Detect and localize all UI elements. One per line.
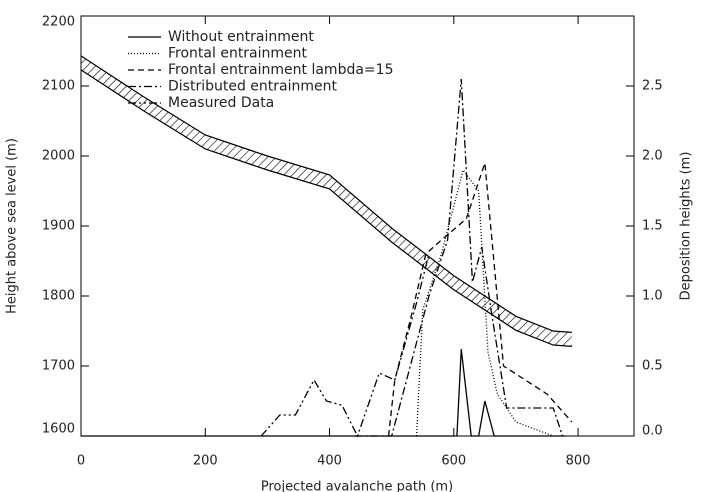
series-line xyxy=(81,349,566,437)
x-tick-label: 0 xyxy=(77,454,85,469)
y-tick-label: 1600 xyxy=(42,422,75,437)
y-tick-label: 2000 xyxy=(42,149,75,164)
y2-tick-label: 2.0 xyxy=(642,149,663,164)
y2-tick-label: 1.0 xyxy=(642,289,663,304)
y-tick-label: 1800 xyxy=(42,289,75,304)
terrain-band xyxy=(81,55,572,347)
x-tick-label: 400 xyxy=(317,454,342,469)
y-tick-label: 2200 xyxy=(42,15,75,30)
y2-tick-label: 0.0 xyxy=(642,424,663,439)
y-tick-label: 1700 xyxy=(42,359,75,374)
legend-label: Without entrainment xyxy=(168,29,314,45)
legend-label: Measured Data xyxy=(168,95,274,111)
y2-tick-label: 0.5 xyxy=(642,359,663,374)
legend-label: Frontal entrainment lambda=15 xyxy=(168,62,393,78)
plot-frame xyxy=(80,15,635,437)
x-tick-label: 200 xyxy=(193,454,218,469)
x-axis-label: Projected avalanche path (m) xyxy=(261,480,453,492)
legend-label: Distributed entrainment xyxy=(168,79,337,95)
legend-label: Frontal entrainment xyxy=(168,46,308,62)
x-tick-label: 600 xyxy=(441,454,466,469)
terrain-lower xyxy=(80,69,572,347)
terrain-upper xyxy=(80,55,572,333)
y-axis-label: Height above sea level (m) xyxy=(5,138,20,314)
y-tick-label: 1900 xyxy=(42,219,75,234)
series-line xyxy=(387,162,573,437)
x-tick-label: 800 xyxy=(566,454,591,469)
y2-tick-label: 2.5 xyxy=(642,79,663,94)
series-line xyxy=(260,253,430,438)
y2-tick-label: 1.5 xyxy=(642,219,663,234)
y2-axis-label: Deposition heights (m) xyxy=(679,152,694,301)
y-tick-label: 2100 xyxy=(42,79,75,94)
series-line xyxy=(354,78,564,437)
